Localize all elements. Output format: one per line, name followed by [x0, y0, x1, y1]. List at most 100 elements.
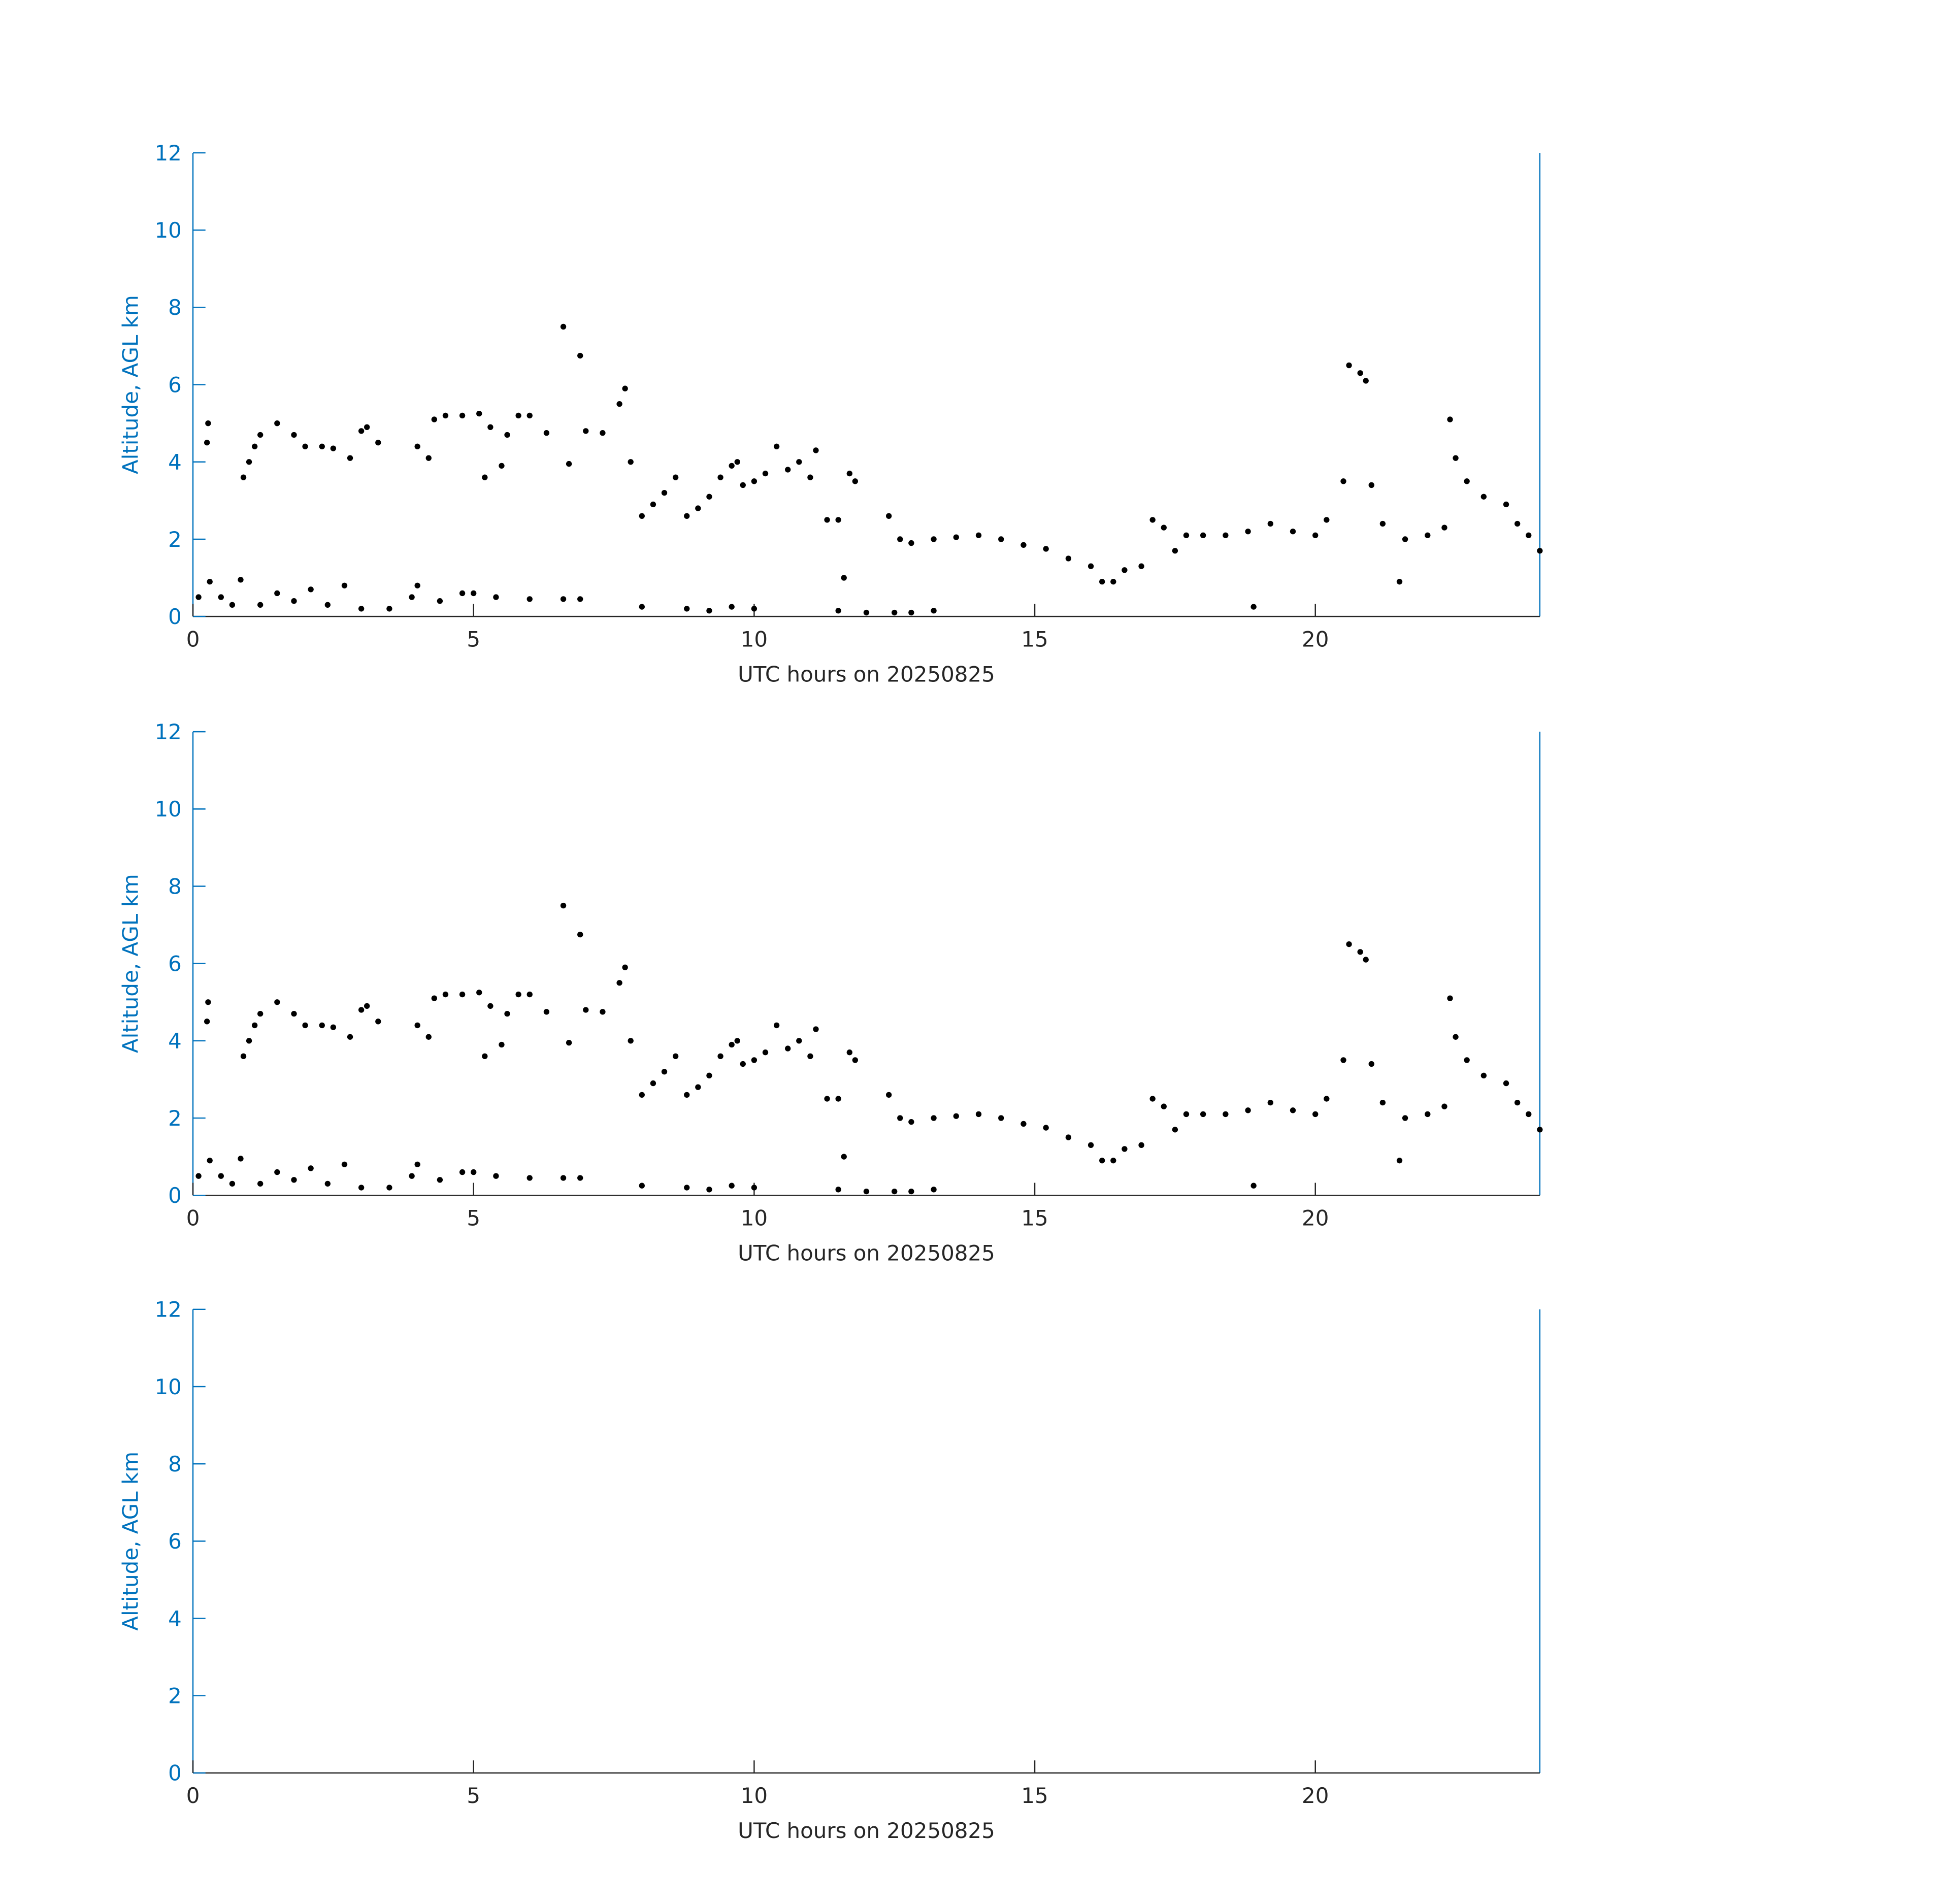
y-tick-label: 0: [168, 604, 182, 629]
x-tick-label: 0: [186, 1205, 200, 1230]
point: [751, 1057, 758, 1063]
point: [1200, 532, 1206, 539]
point: [347, 455, 353, 461]
point: [1537, 548, 1543, 554]
point: [515, 412, 521, 419]
point: [1346, 941, 1352, 947]
point: [1346, 362, 1352, 369]
point: [897, 536, 903, 542]
point: [841, 1154, 847, 1160]
point: [1043, 1125, 1049, 1131]
point: [835, 517, 841, 523]
point: [409, 1173, 415, 1179]
point: [302, 443, 308, 450]
point: [308, 1165, 314, 1171]
point: [526, 1175, 533, 1181]
point: [577, 931, 583, 938]
point: [274, 420, 280, 426]
x-tick-label: 5: [467, 1205, 480, 1230]
point: [493, 1173, 499, 1179]
point: [1363, 957, 1369, 963]
x-tick-label: 10: [741, 627, 768, 651]
point: [375, 1019, 381, 1025]
point: [257, 602, 264, 608]
y-tick-label: 8: [168, 295, 182, 320]
point: [729, 463, 735, 469]
point: [1396, 1158, 1403, 1164]
point: [257, 1180, 264, 1187]
point: [1464, 1057, 1470, 1063]
point: [229, 1180, 236, 1187]
y-tick-label: 6: [168, 1529, 182, 1554]
point: [1043, 546, 1049, 552]
point: [931, 1115, 937, 1121]
point: [577, 596, 583, 602]
point: [616, 980, 622, 986]
point: [1172, 1127, 1178, 1133]
point: [347, 1034, 353, 1040]
point: [274, 590, 280, 597]
point: [852, 478, 859, 484]
point: [324, 1180, 331, 1187]
point: [476, 990, 482, 996]
point: [291, 598, 297, 604]
x-tick-label: 0: [186, 1783, 200, 1808]
point: [908, 540, 914, 546]
point: [238, 1156, 244, 1162]
x-axis-label: UTC hours on 20250825: [738, 662, 995, 686]
point: [841, 575, 847, 581]
point: [1267, 520, 1273, 527]
point: [1065, 1134, 1072, 1140]
point: [998, 536, 1004, 542]
point: [341, 582, 348, 588]
x-tick-label: 15: [1021, 1783, 1048, 1808]
point: [274, 1169, 280, 1175]
x-tick-label: 15: [1021, 627, 1048, 651]
x-axis-label: UTC hours on 20250825: [738, 1241, 995, 1266]
point: [308, 586, 314, 593]
point: [482, 1053, 488, 1059]
point: [1267, 1099, 1273, 1106]
point: [729, 1183, 735, 1189]
point: [734, 1038, 740, 1044]
point: [885, 513, 892, 519]
point: [482, 474, 488, 480]
point: [1368, 1061, 1374, 1067]
point: [650, 1080, 656, 1087]
point: [526, 991, 533, 998]
point: [1138, 563, 1144, 569]
point: [600, 430, 606, 436]
point: [908, 1188, 914, 1195]
point: [431, 995, 438, 1001]
point: [885, 1092, 892, 1098]
point: [251, 443, 258, 450]
point: [414, 1022, 420, 1029]
point: [684, 513, 690, 519]
point: [1312, 1111, 1319, 1118]
point: [1441, 1103, 1447, 1109]
point: [1183, 532, 1190, 539]
point: [1357, 370, 1363, 376]
point: [1447, 416, 1453, 422]
x-tick-label: 15: [1021, 1205, 1048, 1230]
point: [229, 602, 236, 608]
point: [717, 1053, 723, 1059]
point: [364, 424, 370, 430]
point: [504, 432, 510, 438]
point: [240, 1053, 247, 1059]
point: [560, 1175, 567, 1181]
point: [1447, 995, 1453, 1001]
x-tick-label: 5: [467, 627, 480, 651]
point: [330, 445, 337, 451]
point: [740, 1061, 746, 1067]
point: [931, 608, 937, 614]
point: [1021, 542, 1027, 548]
point: [274, 999, 280, 1005]
point: [358, 1185, 365, 1191]
point: [892, 609, 898, 616]
point: [1122, 567, 1128, 573]
point: [1379, 1099, 1386, 1106]
point: [1183, 1111, 1190, 1118]
point: [543, 1009, 550, 1015]
y-tick-label: 8: [168, 1452, 182, 1476]
